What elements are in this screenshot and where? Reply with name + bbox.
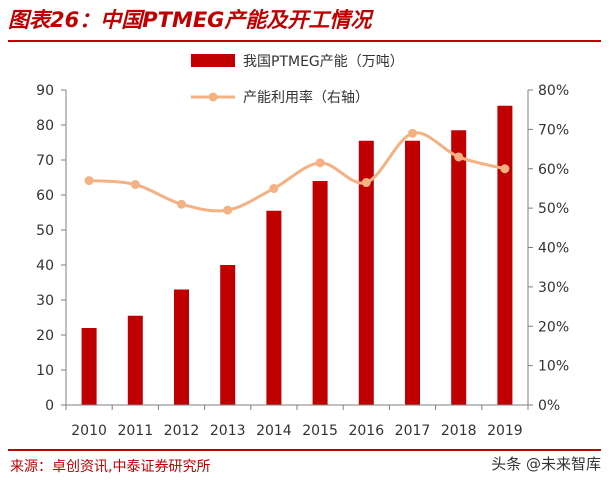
y-tick-label-right: 10% — [538, 359, 569, 375]
title-divider — [8, 40, 601, 42]
line-point-2011 — [130, 180, 140, 189]
bar-2015 — [312, 181, 328, 405]
line-point-2015 — [315, 158, 325, 168]
axes: 0 10 20 30 40 50 60 70 80 90 0% 10% 20% 30% 40% 50% 60% 7… — [36, 83, 569, 439]
source-note: 来源：卓创资讯,中泰证券研究所 — [10, 459, 211, 475]
watermark: 头条 @未来智库 — [491, 455, 601, 473]
y-tick-label-right: 60% — [538, 162, 569, 178]
y-tick-label-left: 10 — [36, 363, 54, 379]
x-tick-label: 2018 — [441, 423, 477, 439]
footer-divider — [8, 449, 601, 451]
x-tick-label: 2016 — [348, 423, 384, 439]
line-point-2019 — [500, 164, 510, 174]
bar-2011 — [127, 315, 143, 405]
y-tick-label-left: 50 — [36, 223, 54, 239]
line-point-2013 — [223, 205, 233, 215]
x-tick-label: 2015 — [302, 423, 338, 439]
bar-2014 — [266, 210, 282, 405]
y-tick-label-left: 40 — [36, 258, 54, 274]
y-tick-label-right: 0% — [538, 398, 560, 414]
line-point-2010 — [84, 176, 94, 186]
y-tick-label-right: 80% — [538, 83, 569, 99]
legend-line-marker — [208, 92, 218, 102]
line-point-2012 — [177, 199, 186, 209]
y-tick-label-left: 80 — [36, 118, 54, 134]
x-tick-label: 2010 — [71, 423, 107, 439]
bar-2017 — [405, 140, 420, 405]
line-point-2014 — [269, 183, 279, 193]
legend-line-label: 产能利用率（右轴） — [243, 89, 369, 106]
bar-2018 — [451, 130, 467, 405]
y-tick-label-left: 90 — [36, 83, 54, 99]
line-series — [84, 128, 510, 215]
bar-2010 — [81, 328, 97, 405]
y-tick-label-right: 20% — [538, 319, 569, 335]
legend-bar-label: 我国PTMEG产能（万吨） — [243, 54, 404, 70]
x-tick-label: 2019 — [487, 423, 523, 439]
bar-2012 — [174, 289, 189, 405]
line-point-2017 — [408, 128, 417, 138]
bar-2013 — [220, 265, 236, 405]
line-point-2018 — [454, 152, 464, 162]
y-tick-label-right: 30% — [538, 280, 569, 296]
x-tick-label: 2011 — [117, 423, 153, 439]
y-tick-label-left: 60 — [36, 188, 54, 204]
y-tick-label-left: 30 — [36, 293, 54, 309]
legend: 我国PTMEG产能（万吨） 产能利用率（右轴） — [191, 54, 404, 106]
bar-2019 — [497, 105, 513, 405]
y-tick-label-right: 70% — [538, 122, 569, 138]
y-tick-label-left: 0 — [45, 398, 54, 414]
chart-title: 图表26：中国PTMEG产能及开工情况 — [8, 8, 372, 32]
y-tick-label-left: 70 — [36, 153, 54, 169]
utilization-line — [88, 131, 506, 213]
y-tick-label-right: 50% — [538, 201, 569, 217]
combo-chart: 我国PTMEG产能（万吨） 产能利用率（右轴） 0 10 20 30 40 50 60 70 8… — [36, 54, 569, 439]
x-tick-label: 2012 — [164, 423, 200, 439]
bar-series — [81, 105, 513, 405]
y-tick-label-right: 40% — [538, 241, 569, 257]
x-tick-label: 2013 — [210, 423, 246, 439]
y-tick-label-left: 20 — [36, 328, 54, 344]
x-tick-label: 2017 — [395, 423, 431, 439]
legend-bar-swatch — [191, 54, 235, 67]
line-point-2016 — [361, 178, 371, 188]
bar-2016 — [358, 140, 374, 405]
x-tick-label: 2014 — [256, 423, 292, 439]
